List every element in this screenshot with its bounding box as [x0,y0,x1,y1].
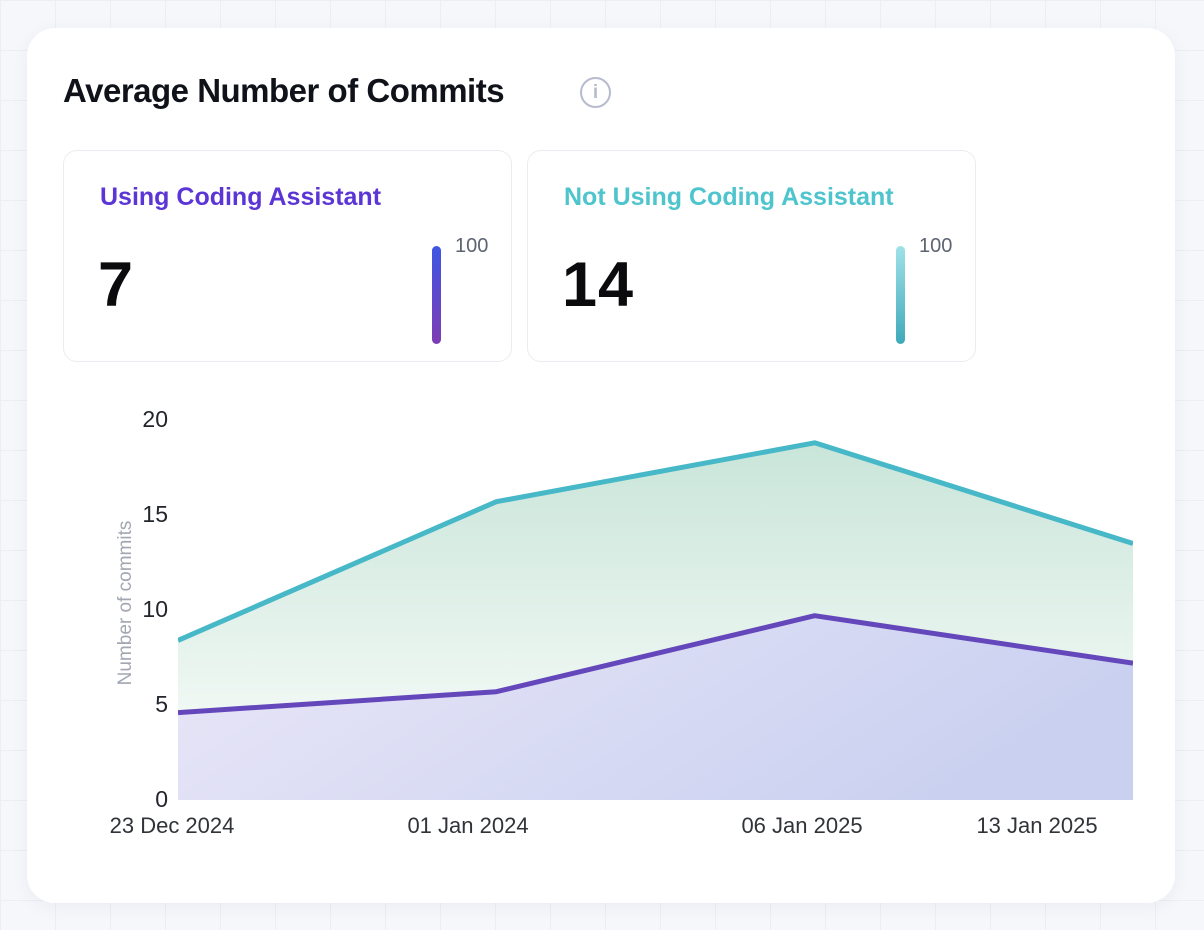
x-tick-label: 13 Jan 2025 [976,813,1098,838]
page-title: Average Number of Commits [63,72,505,109]
series-area-1 [178,615,1133,800]
y-tick-label: 5 [155,690,168,717]
stat-card-label: Not Using Coding Assistant [564,183,894,211]
stat-card-value: 14 [562,250,635,320]
y-tick-label: 15 [142,500,168,527]
y-tick-label: 0 [155,785,168,812]
series-line-1 [178,613,1133,716]
scale-max-label: 100 [455,235,489,257]
stat-card-label: Using Coding Assistant [100,183,382,211]
stat-cards-row: Using Coding Assistant 7 100 Not Using C… [63,150,976,362]
gradient-scale-bar [896,246,905,344]
x-tick-label: 01 Jan 2024 [407,813,529,838]
scale-max-label: 100 [919,235,953,257]
x-tick-label: 23 Dec 2024 [109,813,235,838]
chart-panel: Average Number of Commits i Using Coding… [27,28,1175,903]
y-axis-title: Number of commits [115,520,136,686]
x-tick-label: 06 Jan 2025 [741,813,863,838]
info-icon[interactable]: i [580,77,611,108]
series-line-0 [178,440,1133,643]
gradient-scale-bar [432,246,441,344]
stat-card-using-assistant: Using Coding Assistant 7 100 [63,150,512,362]
stat-card-not-using-assistant: Not Using Coding Assistant 14 100 [527,150,976,362]
stat-card-value: 7 [98,250,135,320]
y-tick-label: 20 [142,405,168,432]
y-tick-label: 10 [142,595,168,622]
chart-plot[interactable] [178,420,1133,800]
